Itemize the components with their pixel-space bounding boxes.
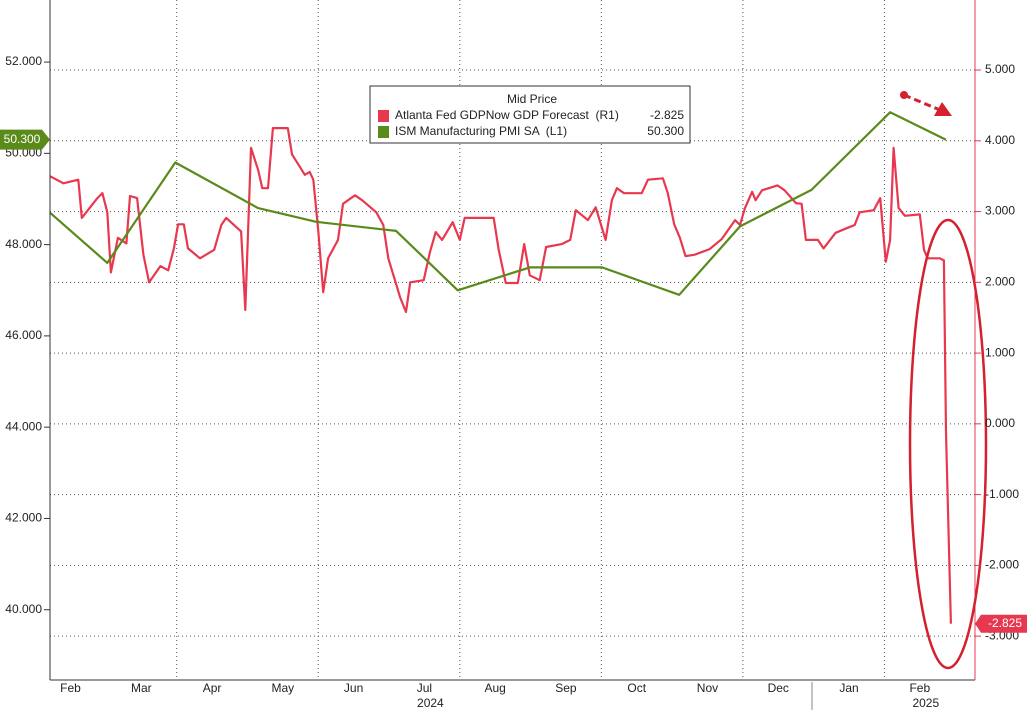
y2-tick-label: 3.000 (985, 204, 1015, 218)
y-tick-label: 44.000 (5, 419, 42, 433)
value-badge-label: -2.825 (988, 616, 1022, 630)
y2-tick-label: 4.000 (985, 133, 1015, 147)
series-line (49, 111, 947, 296)
y2-tick-label: 0.000 (985, 416, 1015, 430)
x-tick-label: Feb (60, 681, 81, 695)
year-label: 2024 (417, 696, 444, 710)
arrow-head (934, 102, 952, 116)
legend-label: Atlanta Fed GDPNow GDP Forecast (R1) (395, 108, 619, 122)
legend-value: -2.825 (650, 108, 684, 122)
value-badge-label: 50.300 (4, 132, 41, 146)
lines (49, 111, 952, 624)
x-tick-label: Jun (344, 681, 363, 695)
y-tick-label: 48.000 (5, 237, 42, 251)
y-tick-label: 46.000 (5, 328, 42, 342)
series-line (49, 127, 952, 624)
value-badge (975, 614, 1027, 633)
x-tick-label: Nov (697, 681, 718, 695)
x-tick-label: Mar (131, 681, 152, 695)
x-tick-label: Jan (839, 681, 858, 695)
x-tick-label: Apr (203, 681, 222, 695)
year-label: 2025 (912, 696, 939, 710)
legend-items: Atlanta Fed GDPNow GDP Forecast (R1) -2.8… (378, 108, 684, 138)
x-tick-label: Aug (484, 681, 505, 695)
legend: Mid Price Atlanta Fed GDPNow GDP Forecas… (369, 85, 691, 144)
y-tick-label: 42.000 (5, 511, 42, 525)
y2-tick-label: 1.000 (985, 345, 1015, 359)
x-tick-label: Feb (909, 681, 930, 695)
x-tick-label: Sep (555, 681, 577, 695)
legend-title: Mid Price (507, 92, 557, 106)
y2-tick-label: -1.000 (985, 487, 1019, 501)
value-badge (0, 129, 50, 150)
y-tick-label: 52.000 (5, 54, 42, 68)
y2-tick-label: -2.000 (985, 558, 1019, 572)
arrow-line (903, 93, 941, 112)
x-tick-label: Jul (417, 681, 432, 695)
grid (50, 0, 975, 680)
y2-tick-label: 2.000 (985, 275, 1015, 289)
x-tick-label: May (272, 681, 295, 695)
y2-tick-label: 5.000 (985, 62, 1015, 76)
legend-box (369, 85, 691, 144)
x-tick-label: Dec (768, 681, 789, 695)
highlight-ellipse (908, 218, 988, 670)
legend-value: 50.300 (647, 124, 684, 138)
legend-swatch (378, 126, 389, 138)
x-tick-label: Oct (627, 681, 646, 695)
legend-swatch (378, 110, 389, 122)
y-tick-label: 40.000 (5, 602, 42, 616)
legend-label: ISM Manufacturing PMI SA (L1) (395, 124, 567, 138)
